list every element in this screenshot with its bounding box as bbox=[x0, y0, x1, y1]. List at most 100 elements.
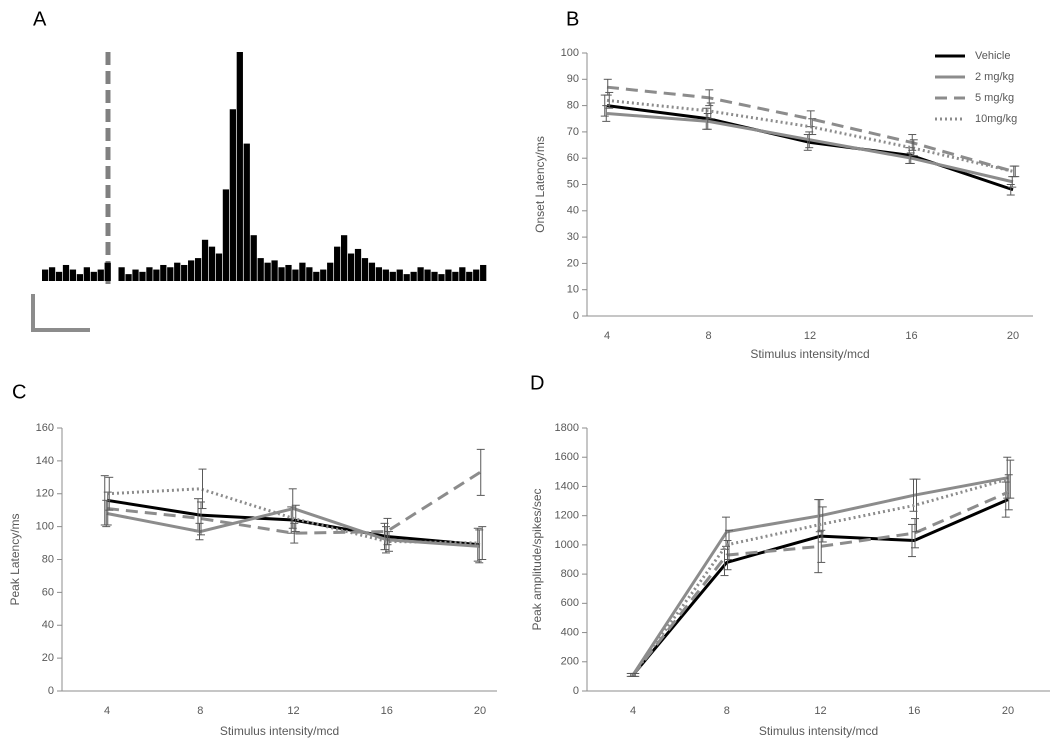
histogram-bar bbox=[208, 246, 216, 281]
x-tick-label: 16 bbox=[381, 705, 393, 717]
histogram-bar bbox=[438, 274, 445, 281]
histogram-bar bbox=[132, 269, 139, 281]
x-axis-title: Stimulus intensity/mcd bbox=[759, 724, 878, 738]
series-line bbox=[631, 490, 1009, 676]
y-tick-label: 0 bbox=[48, 685, 54, 697]
histogram-bar bbox=[278, 267, 285, 281]
y-axis-title: Onset Latency/ms bbox=[533, 136, 547, 233]
histogram-bar bbox=[188, 260, 195, 281]
x-tick-label: 20 bbox=[474, 705, 486, 717]
x-tick-label: 20 bbox=[1002, 705, 1014, 717]
panel-label: A bbox=[33, 8, 47, 30]
histogram-bar bbox=[229, 109, 236, 281]
histogram-bar bbox=[424, 269, 431, 281]
error-bar bbox=[476, 448, 485, 496]
y-tick-label: 60 bbox=[567, 152, 579, 164]
histogram-bar bbox=[396, 269, 403, 281]
error-bar bbox=[478, 526, 487, 560]
y-tick-label: 80 bbox=[42, 553, 54, 565]
panel-label: B bbox=[566, 8, 579, 30]
histogram-bar bbox=[55, 271, 63, 281]
legend-label: 10mg/kg bbox=[975, 113, 1017, 125]
y-tick-label: 1200 bbox=[555, 510, 579, 522]
x-tick-label: 8 bbox=[724, 705, 730, 717]
y-tick-label: 90 bbox=[567, 73, 579, 85]
y-tick-label: 20 bbox=[567, 257, 579, 269]
histogram-bar bbox=[368, 262, 376, 281]
series-line bbox=[631, 476, 1009, 676]
histogram-bar bbox=[236, 52, 243, 281]
histogram-bar bbox=[181, 264, 188, 281]
y-tick-label: 800 bbox=[561, 568, 579, 580]
histogram-bar bbox=[125, 274, 132, 281]
histogram-bar bbox=[375, 267, 383, 281]
histogram-bar bbox=[194, 258, 202, 281]
histogram-bar bbox=[174, 262, 181, 281]
histogram-bar bbox=[327, 262, 334, 281]
error-bar bbox=[290, 522, 299, 544]
error-bar bbox=[818, 506, 827, 543]
x-tick-label: 12 bbox=[804, 330, 816, 342]
histogram-bar bbox=[473, 269, 480, 281]
y-tick-label: 60 bbox=[42, 586, 54, 598]
histogram-bar bbox=[76, 274, 84, 281]
series-line bbox=[106, 471, 481, 535]
histogram-bar bbox=[480, 264, 487, 281]
x-tick-label: 16 bbox=[908, 705, 920, 717]
histogram-bar bbox=[201, 239, 209, 281]
error-bar bbox=[725, 529, 733, 560]
histogram-bar bbox=[403, 274, 410, 281]
legend-label: Vehicle bbox=[975, 50, 1010, 62]
y-axis-title: Peak amplitude/spikes/sec bbox=[530, 488, 544, 630]
legend-label: 2 mg/kg bbox=[975, 71, 1014, 83]
y-tick-label: 10 bbox=[567, 284, 579, 296]
x-tick-label: 8 bbox=[197, 705, 203, 717]
histogram-bar bbox=[222, 189, 230, 281]
histogram-bar bbox=[417, 267, 424, 281]
x-tick-label: 8 bbox=[705, 330, 711, 342]
x-tick-label: 4 bbox=[630, 705, 636, 717]
histogram-bar bbox=[334, 246, 341, 281]
panel-label: D bbox=[530, 372, 544, 394]
histogram-bar bbox=[285, 264, 292, 281]
histogram-bar bbox=[160, 264, 167, 281]
histogram-bar bbox=[250, 235, 257, 281]
histogram-bar bbox=[97, 269, 104, 281]
error-bar bbox=[1011, 165, 1020, 178]
series-line bbox=[631, 498, 1009, 676]
histogram-bar bbox=[347, 253, 355, 281]
histogram-bar bbox=[48, 267, 56, 281]
histogram-bar bbox=[62, 264, 70, 281]
x-tick-label: 12 bbox=[814, 705, 826, 717]
error-bar bbox=[631, 672, 640, 677]
histogram-bar bbox=[104, 262, 111, 281]
histogram-bar bbox=[452, 271, 459, 281]
x-axis-title: Stimulus intensity/mcd bbox=[220, 724, 339, 738]
legend-label: 5 mg/kg bbox=[975, 92, 1014, 104]
error-bar bbox=[908, 134, 917, 151]
y-tick-label: 160 bbox=[36, 422, 54, 434]
error-bar bbox=[706, 102, 715, 120]
y-tick-label: 100 bbox=[561, 47, 579, 59]
histogram-bar bbox=[459, 267, 466, 281]
x-tick-label: 4 bbox=[604, 330, 610, 342]
histogram-bar bbox=[361, 258, 369, 281]
histogram-bar bbox=[340, 235, 348, 281]
error-bar bbox=[103, 491, 112, 526]
y-tick-label: 1800 bbox=[555, 422, 579, 434]
histogram-bar bbox=[313, 271, 320, 281]
error-bar bbox=[911, 518, 919, 549]
y-tick-label: 200 bbox=[561, 656, 579, 668]
y-tick-label: 40 bbox=[42, 619, 54, 631]
y-tick-label: 50 bbox=[567, 178, 579, 190]
x-tick-label: 12 bbox=[287, 705, 299, 717]
error-bar bbox=[817, 529, 826, 563]
error-bar bbox=[195, 522, 204, 541]
x-axis-title: Stimulus intensity/mcd bbox=[750, 347, 869, 361]
error-bar bbox=[605, 91, 614, 109]
error-bar bbox=[909, 139, 918, 157]
histogram-bar bbox=[42, 269, 49, 281]
y-tick-label: 600 bbox=[561, 597, 579, 609]
y-tick-label: 40 bbox=[567, 205, 579, 217]
